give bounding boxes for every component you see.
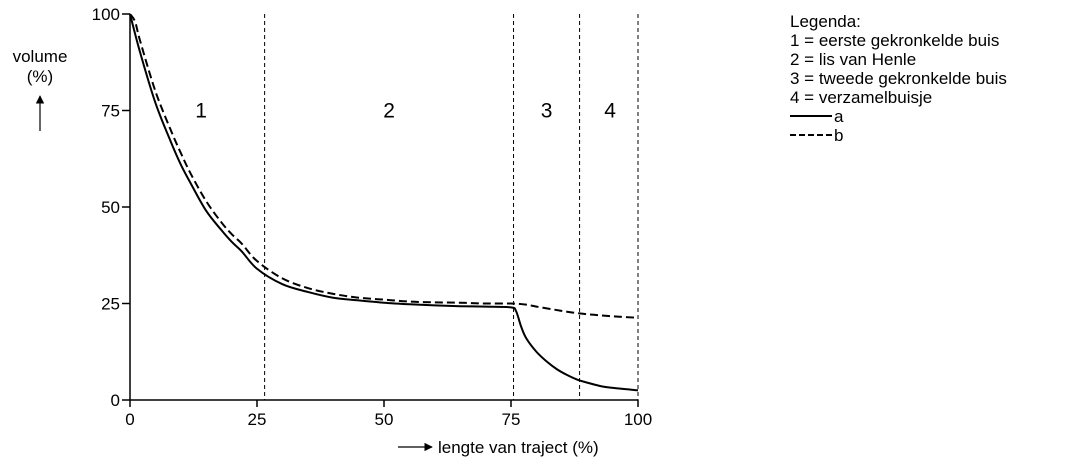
y-axis-label-line1: volume xyxy=(13,47,68,66)
series-a-line xyxy=(129,13,639,392)
x-tick-label-0: 0 xyxy=(125,410,134,429)
y-tick-label-25: 25 xyxy=(101,295,120,314)
x-tick-label-75: 75 xyxy=(502,410,521,429)
y-tick-label-100: 100 xyxy=(92,5,120,24)
region-label-4: 4 xyxy=(604,100,616,123)
legend-title: Legenda: xyxy=(790,12,861,31)
series-lines xyxy=(129,13,639,392)
legend-item-4: 4 = verzamelbuisje xyxy=(790,88,933,107)
tick-marks: 0 25 50 75 100 0 25 50 75 100 xyxy=(92,5,653,429)
series-b-line xyxy=(129,13,639,319)
dashed-line-icon xyxy=(790,133,832,138)
legend-item-2: 2 = lis van Henle xyxy=(790,50,917,69)
y-tick-label-50: 50 xyxy=(101,198,120,217)
legend-series-a: a xyxy=(790,107,1007,126)
legend-item-3: 3 = tweede gekronkelde buis xyxy=(790,69,1007,88)
legend-item-1: 1 = eerste gekronkelde buis xyxy=(790,31,1000,50)
legend: Legenda: 1 = eerste gekronkelde buis 2 =… xyxy=(790,12,1007,145)
y-tick-label-0: 0 xyxy=(111,391,120,410)
region-labels: 1 2 3 4 xyxy=(195,100,616,123)
region-label-2: 2 xyxy=(383,100,395,123)
line-chart: 0 25 50 75 100 0 25 50 75 100 1 2 3 4 volume (%) len… xyxy=(13,5,653,457)
x-tick-label-25: 25 xyxy=(248,410,267,429)
y-axis-label-line2: (%) xyxy=(27,67,53,86)
legend-series-b-label: b xyxy=(834,126,844,145)
x-axis-label: lengte van traject (%) xyxy=(438,438,599,457)
region-divider-lines xyxy=(264,14,639,400)
x-tick-label-50: 50 xyxy=(375,410,394,429)
region-label-1: 1 xyxy=(195,100,207,123)
x-tick-label-100: 100 xyxy=(624,410,652,429)
y-tick-label-75: 75 xyxy=(101,102,120,121)
axes xyxy=(129,14,638,401)
region-label-3: 3 xyxy=(541,100,553,123)
legend-series-a-label: a xyxy=(834,107,844,126)
solid-line-icon xyxy=(790,114,832,119)
legend-series-b: b xyxy=(790,126,1007,145)
